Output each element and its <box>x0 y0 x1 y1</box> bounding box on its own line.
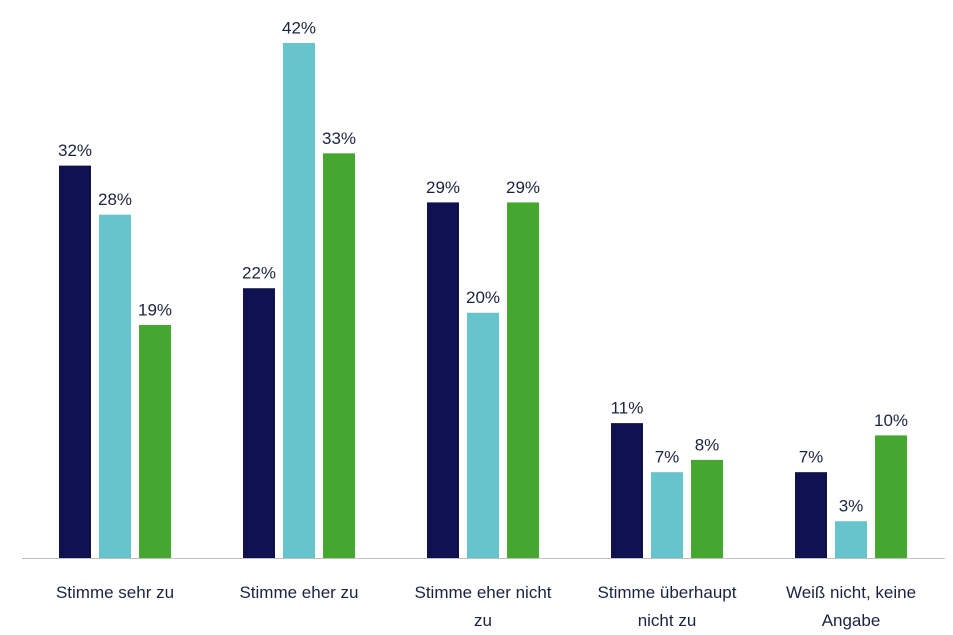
value-label: 28% <box>98 190 132 209</box>
value-label: 11% <box>611 399 644 418</box>
bar <box>691 459 723 558</box>
value-label: 32% <box>58 141 92 160</box>
x-tick-label: Stimme überhaupt nicht zu <box>597 583 737 630</box>
bar <box>651 472 683 558</box>
value-label: 10% <box>874 411 908 430</box>
value-label: 29% <box>506 178 540 197</box>
bar <box>283 43 315 558</box>
value-label: 42% <box>282 18 316 37</box>
value-label: 19% <box>138 301 172 320</box>
bar <box>611 423 643 558</box>
bar <box>59 165 91 558</box>
bar <box>795 472 827 558</box>
bar <box>323 153 355 558</box>
bar <box>243 288 275 558</box>
value-label: 22% <box>242 264 276 283</box>
x-tick-label: Stimme sehr zu <box>55 583 175 602</box>
value-label: 29% <box>426 178 460 197</box>
value-label: 3% <box>839 497 864 516</box>
value-label: 33% <box>322 129 356 148</box>
bar <box>507 202 539 558</box>
bar <box>875 435 907 558</box>
x-tick-label: Weiß nicht, keine Angabe <box>785 583 917 630</box>
value-label: 7% <box>799 448 824 467</box>
bar <box>427 202 459 558</box>
value-label: 20% <box>466 288 500 307</box>
value-label: 7% <box>655 448 680 467</box>
bar <box>467 312 499 558</box>
bar <box>99 214 131 558</box>
x-tick-label: Stimme eher nicht zu <box>414 583 552 630</box>
bar <box>139 325 171 558</box>
x-tick-label: Stimme eher zu <box>239 583 359 602</box>
value-label: 8% <box>695 435 720 454</box>
bar <box>835 521 867 558</box>
